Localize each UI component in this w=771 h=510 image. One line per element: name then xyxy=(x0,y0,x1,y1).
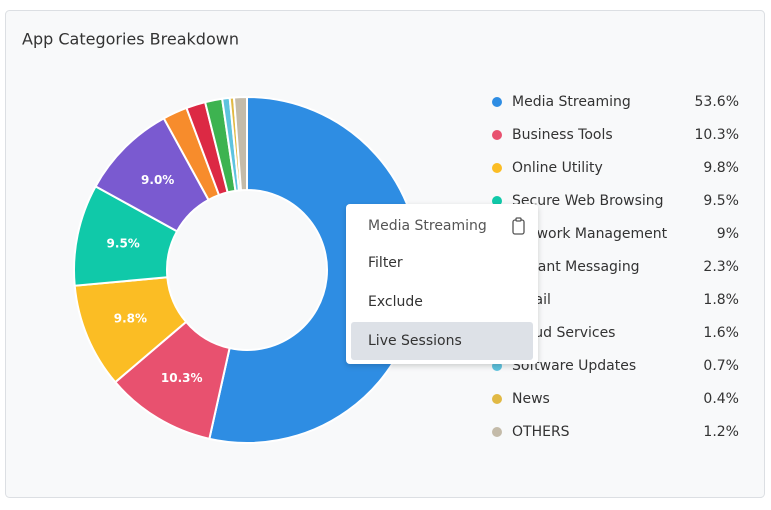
legend-dot xyxy=(492,394,502,404)
legend-label: Online Utility xyxy=(512,160,603,176)
legend-label: Business Tools xyxy=(512,127,613,143)
legend-value: 0.7% xyxy=(703,358,739,374)
menu-header: Media Streaming xyxy=(368,218,487,234)
slice-label: 9.8% xyxy=(114,312,147,326)
legend-label: OTHERS xyxy=(512,424,570,440)
legend-value: 10.3% xyxy=(695,127,739,143)
legend-label: Secure Web Browsing xyxy=(512,193,664,209)
legend-value: 53.6% xyxy=(695,94,739,110)
legend-dot xyxy=(492,97,502,107)
slice-label: 9.5% xyxy=(107,237,140,251)
legend-value: 0.4% xyxy=(703,391,739,407)
legend-value: 9.8% xyxy=(703,160,739,176)
slice xyxy=(232,95,248,192)
legend-dot xyxy=(492,130,502,140)
legend-value: 9% xyxy=(717,226,739,242)
legend-value: 9.5% xyxy=(703,193,739,209)
legend-dot xyxy=(492,163,502,173)
copy-icon[interactable] xyxy=(512,217,525,235)
menu-item[interactable]: Live Sessions xyxy=(368,333,462,349)
slice-label: 10.3% xyxy=(161,371,203,385)
legend-value: 2.3% xyxy=(703,259,739,275)
legend-dot xyxy=(492,427,502,437)
legend-label: News xyxy=(512,391,550,407)
legend-label: Media Streaming xyxy=(512,94,631,110)
menu-highlight xyxy=(351,322,533,360)
context-menu: Media Streaming Filter Exclude Live Sess… xyxy=(346,204,538,364)
card-title: App Categories Breakdown xyxy=(22,30,239,49)
menu-item[interactable]: Exclude xyxy=(368,294,423,310)
slice-label: 9.0% xyxy=(141,173,174,187)
legend-dot xyxy=(492,196,502,206)
legend-label: Instant Messaging xyxy=(512,259,640,275)
legend-value: 1.2% xyxy=(703,424,739,440)
menu-item[interactable]: Filter xyxy=(368,255,403,271)
legend-value: 1.8% xyxy=(703,292,739,308)
legend: Media Streaming 53.6% Business Tools 10.3% O… xyxy=(492,94,739,440)
legend-label: Network Management xyxy=(512,226,668,242)
legend-label: Software Updates xyxy=(512,358,636,374)
legend-value: 1.6% xyxy=(703,325,739,341)
